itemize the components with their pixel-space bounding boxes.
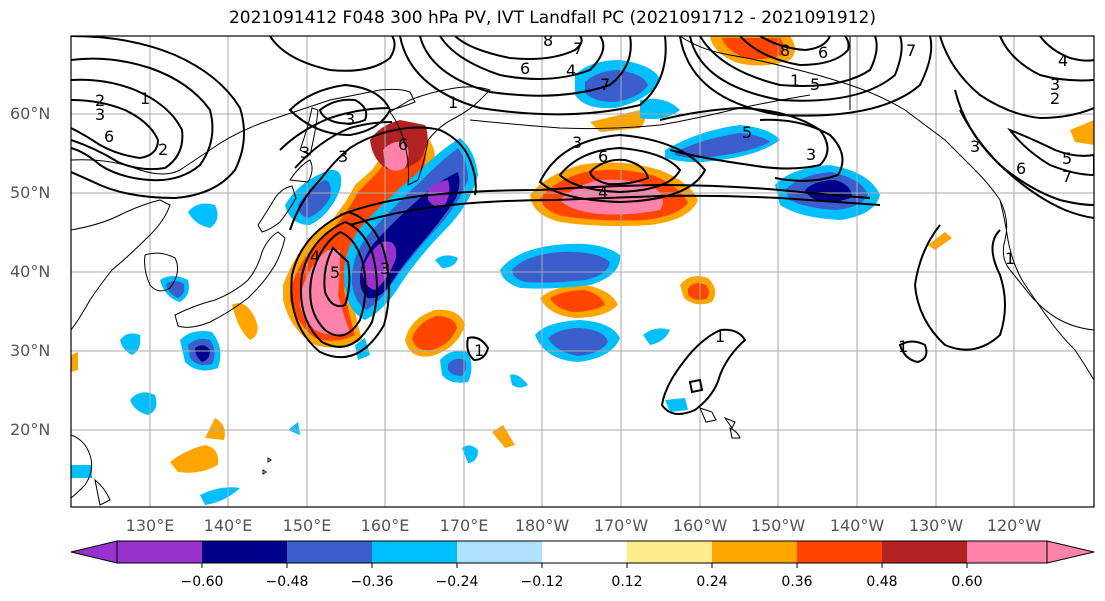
colorbar-swatch	[712, 541, 797, 563]
map-area: 1 2 3 6 2 3 3 6 8 7 6 4 7 8 6 1 5 7 3 4 …	[71, 31, 1094, 507]
lat-label: 60°N	[10, 104, 51, 123]
contour-label: 1	[790, 71, 800, 90]
lon-label: 170°E	[439, 516, 489, 535]
contour-label: 3	[970, 137, 980, 156]
colorbar-tick-label: 0.36	[781, 574, 813, 590]
lon-label: 120°W	[986, 516, 1042, 535]
colorbar-extend-min	[70, 540, 118, 564]
colorbar-tick-label: 0.24	[696, 574, 728, 590]
contour-label: 7	[1062, 167, 1072, 186]
contour-label: 7	[573, 39, 583, 58]
contour-label: 5	[742, 123, 752, 142]
lon-label: 160°W	[672, 516, 728, 535]
colorbar-swatch	[287, 541, 372, 563]
map-frame	[70, 35, 1095, 508]
colorbar-swatch	[797, 541, 882, 563]
contour-label: 4	[566, 61, 576, 80]
lat-label: 40°N	[10, 262, 51, 281]
map-title: 2021091412 F048 300 hPa PV, IVT Landfall…	[228, 8, 876, 28]
contour-label: 1	[715, 327, 725, 346]
colorbar-swatch	[457, 541, 542, 563]
contour-label: 7	[600, 75, 610, 94]
colorbar-swatch	[372, 541, 457, 563]
colorbar	[70, 540, 1095, 568]
lon-label: 130°E	[125, 516, 175, 535]
contour-label: 6	[520, 59, 530, 78]
contour-label: 1	[1005, 249, 1015, 268]
colorbar-tick-label: 0.48	[866, 574, 898, 590]
contour-label: 3	[806, 145, 816, 164]
lon-label: 140°E	[203, 516, 253, 535]
lon-label: 160°E	[360, 516, 410, 535]
contour-label: 8	[543, 31, 553, 50]
positive-anomalies	[71, 36, 1094, 473]
contour-lines	[71, 36, 1094, 415]
lon-label: 140°W	[829, 516, 885, 535]
contour-label: 3	[95, 105, 105, 124]
coastlines	[71, 36, 1094, 506]
colorbar-tick-label: −0.24	[435, 574, 479, 590]
colorbar-tick-label: −0.60	[180, 574, 224, 590]
lon-label: 150°W	[750, 516, 806, 535]
lat-label: 50°N	[10, 183, 51, 202]
colorbar-swatch	[882, 541, 967, 563]
contour-label: 1	[448, 93, 458, 112]
colorbar-tick-label: −0.36	[350, 574, 394, 590]
contour-label: 3	[572, 133, 582, 152]
lon-label: 130°W	[908, 516, 964, 535]
lat-label: 30°N	[10, 341, 51, 360]
contour-label: 8	[780, 41, 790, 60]
contour-label: 2	[158, 140, 168, 159]
colorbar-tick-label: −0.48	[265, 574, 309, 590]
colorbar-tick-label: 0.60	[951, 574, 983, 590]
contour-label: 3	[338, 147, 348, 166]
colorbar-extend-max	[1046, 540, 1095, 564]
lon-label: 170°W	[593, 516, 649, 535]
contour-label: 4	[1058, 51, 1068, 70]
lat-label: 20°N	[10, 420, 51, 439]
contour-label: 5	[810, 75, 820, 94]
contour-label: 4	[310, 247, 320, 266]
colorbar-tick-label: 0.12	[611, 574, 643, 590]
colorbar-swatch	[967, 541, 1047, 563]
contour-label: 3	[1050, 75, 1060, 94]
colorbar-swatch	[202, 541, 287, 563]
colorbar-tick-label: −0.12	[520, 574, 564, 590]
contour-label: 1	[898, 337, 908, 356]
contour-label: 3	[300, 143, 310, 162]
colorbar-swatch	[627, 541, 712, 563]
contour-label: 6	[818, 43, 828, 62]
contour-label: 4	[598, 183, 608, 202]
contour-label: 5	[330, 263, 340, 282]
contour-label: 7	[906, 41, 916, 60]
contour-label: 6	[598, 147, 608, 166]
contour-labels: 1 2 3 6 2 3 3 6 8 7 6 4 7 8 6 1 5 7 3 4 …	[95, 31, 1072, 360]
colorbar-swatch	[117, 541, 202, 563]
lon-label: 150°E	[282, 516, 332, 535]
contour-label: 3	[345, 110, 355, 129]
contour-label: 6	[398, 135, 408, 154]
contour-label: 6	[104, 127, 114, 146]
colorbar-swatch	[542, 541, 627, 563]
contour-label: 6	[1016, 159, 1026, 178]
contour-label: 1	[140, 89, 150, 108]
colorbar-outline	[116, 540, 1048, 564]
negative-anomalies	[71, 60, 880, 505]
contour-label: 2	[95, 91, 105, 110]
contour-label: 2	[1050, 89, 1060, 108]
contour-label: 5	[1062, 149, 1072, 168]
contour-label: 3	[380, 259, 390, 278]
pv-shading	[71, 36, 1094, 505]
lon-label: 180°W	[514, 516, 570, 535]
contour-label: 1	[474, 341, 484, 360]
